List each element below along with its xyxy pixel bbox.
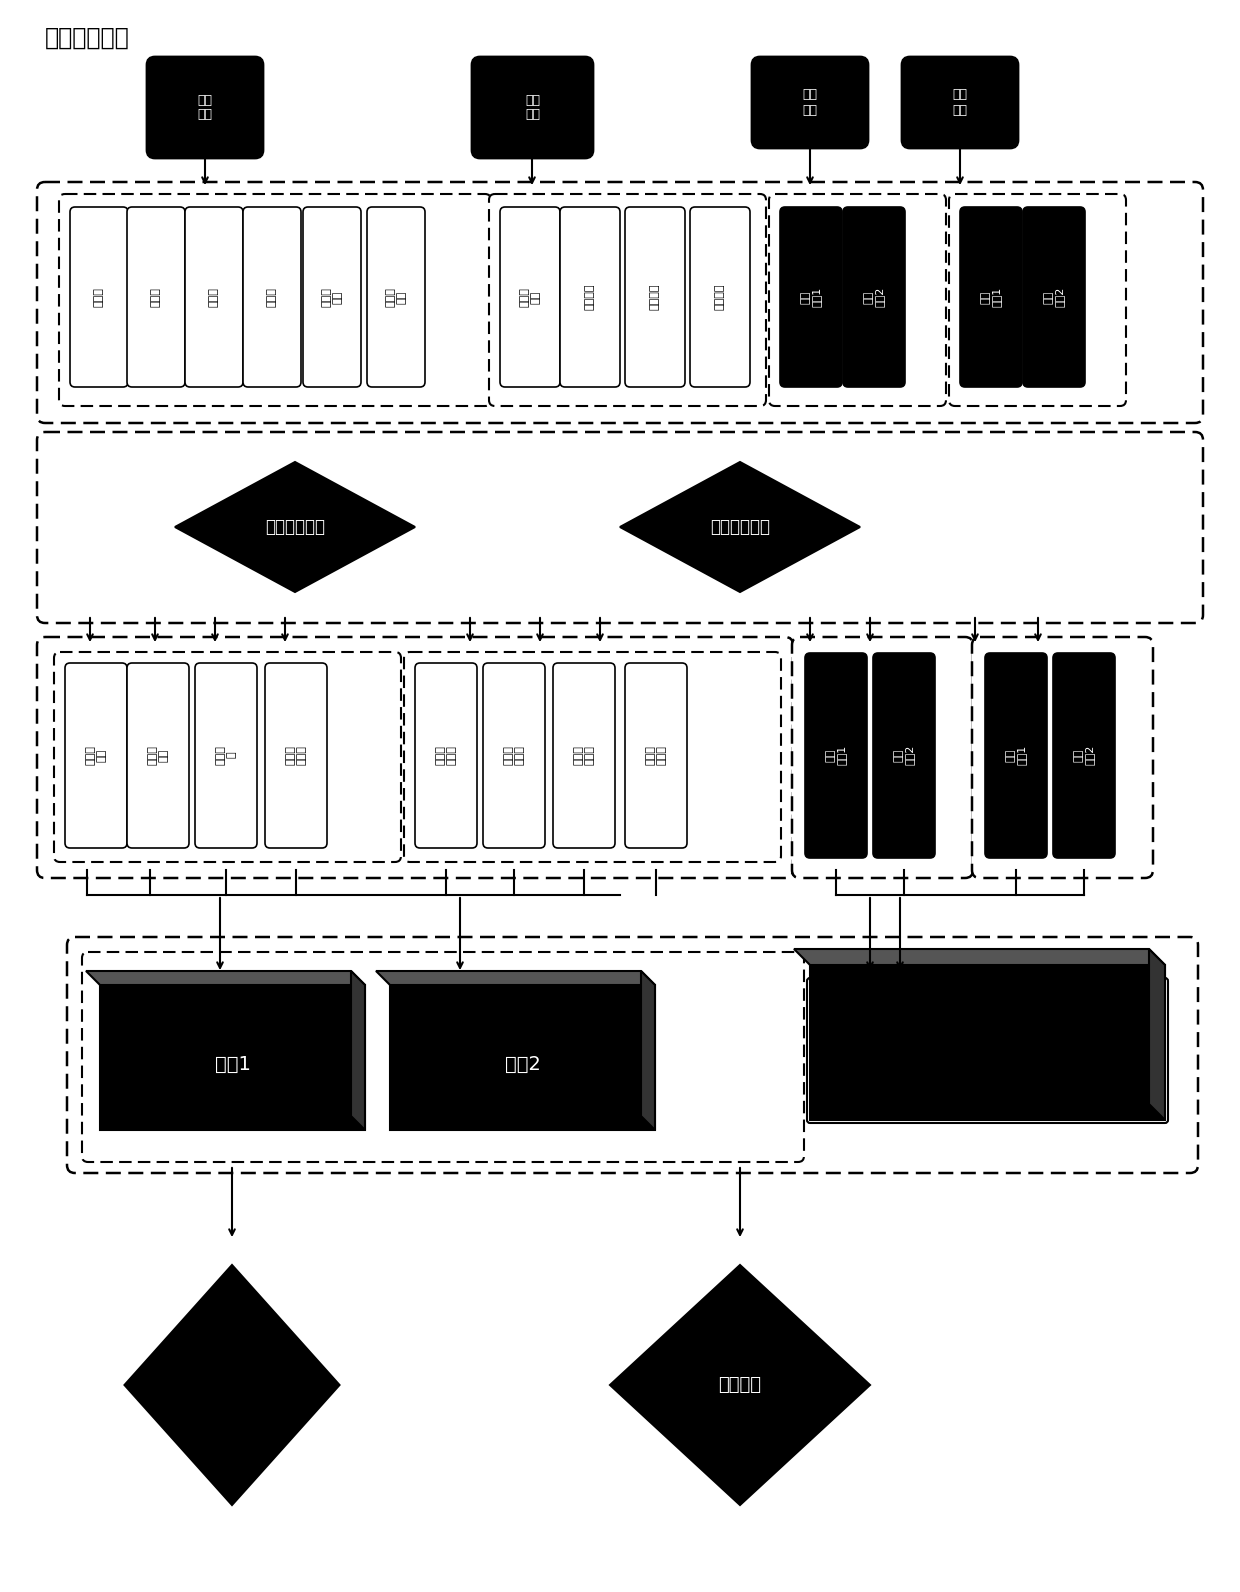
FancyBboxPatch shape (148, 57, 263, 158)
Text: 水路
排放1: 水路 排放1 (1006, 745, 1027, 766)
FancyBboxPatch shape (792, 637, 973, 879)
FancyBboxPatch shape (553, 662, 615, 849)
Text: 道路
交通: 道路 交通 (197, 94, 212, 121)
Text: 国际列
车排放: 国际列 车排放 (645, 745, 667, 764)
FancyBboxPatch shape (560, 207, 620, 387)
Text: 摩托轻
型车: 摩托轻 型车 (386, 287, 407, 307)
Text: 航空
排放1: 航空 排放1 (800, 287, 822, 307)
Text: 地铁轻
轨机: 地铁轻 轨机 (520, 287, 541, 307)
Polygon shape (794, 949, 1166, 965)
Polygon shape (124, 1266, 340, 1504)
Text: 范围1: 范围1 (215, 1055, 250, 1075)
FancyBboxPatch shape (689, 207, 750, 387)
FancyBboxPatch shape (37, 431, 1203, 622)
Polygon shape (641, 971, 655, 1130)
FancyBboxPatch shape (500, 207, 560, 387)
FancyBboxPatch shape (37, 181, 1203, 423)
FancyBboxPatch shape (67, 938, 1198, 1173)
FancyBboxPatch shape (303, 207, 361, 387)
Text: 水路
排放1: 水路 排放1 (980, 287, 1002, 307)
Text: 航空
交通: 航空 交通 (802, 89, 817, 116)
Text: 航空
排放1: 航空 排放1 (825, 745, 847, 766)
FancyBboxPatch shape (1023, 207, 1085, 387)
FancyBboxPatch shape (243, 207, 301, 387)
FancyBboxPatch shape (625, 207, 684, 387)
Text: 城市交通模型: 城市交通模型 (265, 517, 325, 537)
FancyBboxPatch shape (960, 207, 1022, 387)
Polygon shape (175, 462, 415, 592)
Text: 范围3: 范围3 (970, 1048, 1006, 1067)
Polygon shape (100, 985, 365, 1130)
FancyBboxPatch shape (195, 662, 257, 849)
FancyBboxPatch shape (472, 57, 593, 158)
FancyBboxPatch shape (126, 207, 185, 387)
Text: 摩托轻
型排放: 摩托轻 型排放 (285, 745, 306, 764)
FancyBboxPatch shape (37, 637, 794, 879)
FancyBboxPatch shape (60, 194, 491, 406)
FancyBboxPatch shape (404, 653, 781, 861)
Text: 共他排
放: 共他排 放 (216, 745, 237, 764)
Polygon shape (391, 985, 655, 1130)
FancyBboxPatch shape (769, 194, 946, 406)
Text: 国际列车: 国际列车 (715, 283, 725, 310)
Text: 水路
排放2: 水路 排放2 (1043, 287, 1065, 307)
Text: 中内乘
用车: 中内乘 用车 (321, 287, 342, 307)
Text: 排放因子模型: 排放因子模型 (711, 517, 770, 537)
FancyBboxPatch shape (780, 207, 842, 387)
Text: 国际火
车排放: 国际火 车排放 (573, 745, 595, 764)
Polygon shape (1149, 949, 1166, 1121)
FancyBboxPatch shape (1053, 653, 1115, 858)
Text: 航空
排放2: 航空 排放2 (863, 287, 885, 307)
Text: 轨道
交通: 轨道 交通 (525, 94, 539, 121)
FancyBboxPatch shape (64, 662, 126, 849)
Text: 水路
排放2: 水路 排放2 (1073, 745, 1095, 766)
Text: 扩展清单: 扩展清单 (718, 1375, 761, 1395)
Text: 小客车: 小客车 (94, 287, 104, 307)
FancyBboxPatch shape (873, 653, 935, 858)
Text: 公交车: 公交车 (267, 287, 277, 307)
Text: 范围2: 范围2 (505, 1055, 541, 1075)
FancyBboxPatch shape (489, 194, 766, 406)
Text: 城际列
车排放: 城际列 车排放 (503, 745, 525, 764)
FancyBboxPatch shape (69, 207, 128, 387)
FancyBboxPatch shape (625, 662, 687, 849)
FancyBboxPatch shape (751, 57, 868, 148)
FancyBboxPatch shape (807, 977, 1168, 1122)
FancyBboxPatch shape (843, 207, 905, 387)
FancyBboxPatch shape (265, 662, 327, 849)
Text: 总体模型框架: 总体模型框架 (45, 25, 130, 49)
FancyBboxPatch shape (82, 952, 804, 1162)
Text: 出租车
排放: 出租车 排放 (86, 745, 107, 764)
Polygon shape (351, 971, 365, 1130)
Polygon shape (86, 971, 365, 985)
FancyBboxPatch shape (901, 57, 1018, 148)
Text: 国际火车: 国际火车 (650, 283, 660, 310)
Polygon shape (610, 1266, 870, 1504)
Text: 出租车: 出租车 (210, 287, 219, 307)
FancyBboxPatch shape (972, 637, 1153, 879)
FancyBboxPatch shape (126, 662, 188, 849)
FancyBboxPatch shape (949, 194, 1126, 406)
FancyBboxPatch shape (805, 653, 867, 858)
Text: 公交车
排放: 公交车 排放 (148, 745, 169, 764)
Polygon shape (620, 462, 861, 592)
FancyBboxPatch shape (185, 207, 243, 387)
Text: 摩托车: 摩托车 (151, 287, 161, 307)
Text: 城际列车: 城际列车 (585, 283, 595, 310)
FancyBboxPatch shape (55, 653, 401, 861)
Text: 中内轨
道排放: 中内轨 道排放 (435, 745, 456, 764)
FancyBboxPatch shape (367, 207, 425, 387)
FancyBboxPatch shape (985, 653, 1047, 858)
Polygon shape (376, 971, 655, 985)
FancyBboxPatch shape (484, 662, 546, 849)
Polygon shape (810, 965, 1166, 1121)
FancyBboxPatch shape (415, 662, 477, 849)
Text: 水路
交通: 水路 交通 (952, 89, 967, 116)
Text: 航空
排放2: 航空 排放2 (893, 745, 915, 766)
